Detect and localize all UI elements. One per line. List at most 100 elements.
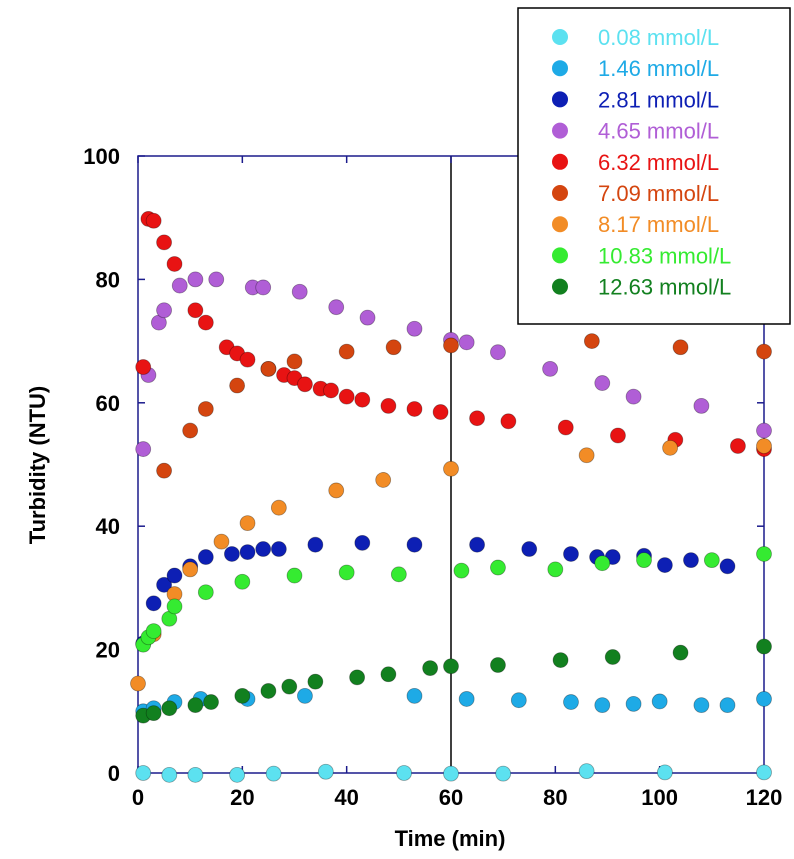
data-point xyxy=(672,339,689,356)
data-point xyxy=(490,657,506,673)
legend: 0.08 mmol/L 1.46 mmol/L 2.81 mmol/L 4.65 mm… xyxy=(517,7,791,325)
data-point xyxy=(510,692,527,709)
data-point xyxy=(265,765,282,782)
y-tick-labels: 0 20 40 60 80 100 xyxy=(83,144,120,786)
data-point xyxy=(223,546,240,562)
data-point xyxy=(756,691,772,707)
data-point xyxy=(354,391,371,408)
data-point xyxy=(594,697,611,714)
data-point xyxy=(380,397,397,414)
data-point xyxy=(229,377,246,394)
data-point xyxy=(187,697,204,714)
data-point xyxy=(651,693,668,710)
y-tick-label: 0 xyxy=(108,761,120,786)
data-point xyxy=(406,687,423,704)
legend-label: 0.08 mmol/L xyxy=(598,25,719,50)
data-point xyxy=(171,277,188,294)
data-point xyxy=(469,536,485,553)
legend-marker xyxy=(552,122,568,139)
data-point xyxy=(443,337,459,354)
data-point xyxy=(756,546,772,562)
x-tick-labels: 0 20 40 60 80 100 120 xyxy=(132,785,782,810)
data-point xyxy=(187,302,204,319)
data-point xyxy=(338,564,355,581)
data-point xyxy=(156,302,172,319)
data-point xyxy=(239,515,256,532)
data-point xyxy=(281,678,298,695)
data-point xyxy=(594,375,611,391)
data-point xyxy=(656,764,673,781)
data-point xyxy=(270,499,287,516)
data-point xyxy=(260,683,277,699)
data-point xyxy=(396,765,412,781)
legend-label: 4.65 mmol/L xyxy=(598,119,719,144)
data-point xyxy=(594,555,611,572)
data-point xyxy=(563,694,579,710)
data-point xyxy=(693,697,710,714)
data-point xyxy=(338,343,355,360)
data-point xyxy=(203,694,219,710)
series-2 xyxy=(135,687,772,720)
data-point xyxy=(422,660,439,677)
data-point xyxy=(756,764,772,781)
data-point xyxy=(552,652,569,668)
x-tick-label: 120 xyxy=(746,785,783,810)
legend-label: 8.17 mmol/L xyxy=(598,212,719,237)
legend-label: 7.09 mmol/L xyxy=(598,181,719,206)
data-point xyxy=(182,422,199,439)
data-point xyxy=(166,256,183,272)
x-tick-label: 0 xyxy=(132,785,144,810)
data-point xyxy=(406,401,423,417)
legend-marker xyxy=(552,216,568,233)
data-point xyxy=(636,552,652,569)
data-point xyxy=(328,299,345,316)
y-axis-title: Turbidity (NTU) xyxy=(25,386,50,544)
legend-label: 10.83 mmol/L xyxy=(598,243,731,268)
data-point xyxy=(270,541,287,557)
x-axis-title: Time (min) xyxy=(395,826,506,851)
data-point xyxy=(578,763,595,780)
data-point xyxy=(239,544,256,561)
data-point xyxy=(286,567,303,584)
data-point xyxy=(197,314,214,331)
data-point xyxy=(625,388,642,405)
data-point xyxy=(297,687,313,704)
x-tick-label: 40 xyxy=(334,785,358,810)
data-point xyxy=(490,559,506,576)
series-9 xyxy=(135,638,772,724)
data-point xyxy=(286,353,303,370)
data-point xyxy=(197,584,214,601)
series-8 xyxy=(135,546,772,653)
data-point xyxy=(166,598,183,615)
data-point xyxy=(385,339,402,356)
data-point xyxy=(307,673,324,690)
data-point xyxy=(672,644,689,661)
legend-label: 2.81 mmol/L xyxy=(598,87,719,112)
data-point xyxy=(234,687,251,704)
data-point xyxy=(610,427,626,444)
x-tick-label: 80 xyxy=(543,785,567,810)
data-point xyxy=(349,669,366,686)
legend-marker xyxy=(552,60,568,77)
data-point xyxy=(187,271,204,288)
data-point xyxy=(145,705,162,722)
data-point xyxy=(161,700,178,717)
data-point xyxy=(208,271,225,288)
data-point xyxy=(730,438,746,454)
data-point xyxy=(432,404,449,420)
data-point xyxy=(156,576,172,593)
data-point xyxy=(197,549,214,565)
data-point xyxy=(500,413,517,430)
data-point xyxy=(297,376,313,393)
data-point xyxy=(693,397,710,414)
data-point xyxy=(662,439,678,456)
y-tick-label: 100 xyxy=(83,144,120,169)
data-point xyxy=(756,438,772,454)
data-point xyxy=(255,279,272,296)
data-point xyxy=(307,536,324,553)
data-point xyxy=(443,460,459,477)
data-point xyxy=(229,766,246,783)
data-point xyxy=(166,567,183,584)
data-point xyxy=(756,343,772,360)
